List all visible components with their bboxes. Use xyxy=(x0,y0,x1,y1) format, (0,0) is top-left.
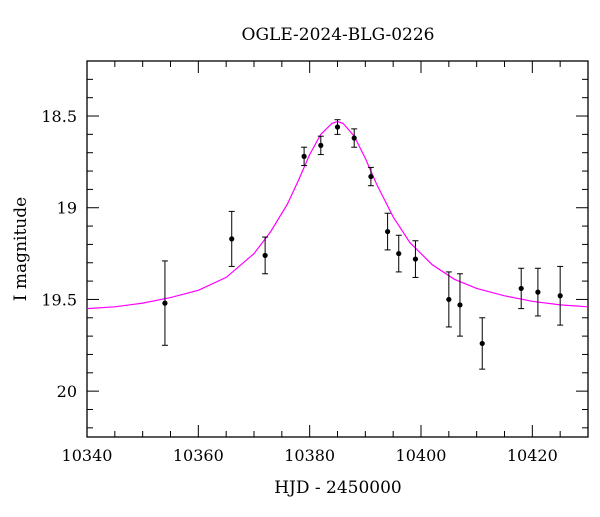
data-point xyxy=(412,240,419,278)
data-marker xyxy=(396,250,402,257)
x-tick-label: 10420 xyxy=(507,446,558,465)
data-marker xyxy=(301,153,307,159)
data-marker xyxy=(479,340,485,347)
data-point xyxy=(456,273,463,337)
data-point xyxy=(534,267,541,317)
y-axis-label: I magnitude xyxy=(11,197,31,301)
data-marker xyxy=(318,142,324,148)
data-point xyxy=(161,260,168,346)
data-marker xyxy=(351,135,357,141)
data-marker xyxy=(457,302,463,308)
data-point xyxy=(395,234,402,273)
data-marker xyxy=(162,300,168,306)
model-curve xyxy=(86,120,589,310)
data-point xyxy=(317,135,324,156)
y-tick-label: 19.5 xyxy=(41,290,77,309)
data-point xyxy=(518,267,525,310)
data-point xyxy=(301,146,308,167)
data-marker xyxy=(368,173,374,180)
data-marker xyxy=(518,285,524,292)
x-tick-label: 10340 xyxy=(62,446,113,465)
axis-ticks xyxy=(86,60,589,437)
data-marker xyxy=(557,293,563,299)
y-tick-label: 18.5 xyxy=(41,107,77,126)
data-point xyxy=(479,317,486,370)
data-marker xyxy=(385,228,391,235)
y-tick-label: 19 xyxy=(57,199,77,218)
data-point xyxy=(228,210,235,267)
data-point xyxy=(557,265,564,326)
data-point xyxy=(445,271,452,328)
data-point xyxy=(351,128,358,148)
data-marker xyxy=(412,256,419,262)
x-tick-labels: 10340 10360 10380 10400 10420 xyxy=(62,446,558,465)
plot-frame xyxy=(86,60,589,438)
data-marker xyxy=(229,236,235,242)
data-marker xyxy=(334,124,341,130)
data-point xyxy=(384,212,391,251)
data-points xyxy=(161,119,564,370)
x-tick-label: 10380 xyxy=(284,446,335,465)
y-tick-label: 20 xyxy=(57,382,77,401)
data-marker xyxy=(262,252,268,259)
data-point xyxy=(334,119,341,135)
x-axis-label: HJD - 2450000 xyxy=(274,478,402,498)
y-tick-labels: 18.5 19 19.5 20 xyxy=(41,107,77,401)
data-marker xyxy=(446,296,452,303)
data-marker xyxy=(535,289,541,295)
chart-title: OGLE-2024-BLG-0226 xyxy=(242,25,435,45)
x-tick-label: 10400 xyxy=(396,446,447,465)
x-tick-label: 10360 xyxy=(173,446,224,465)
data-point xyxy=(262,236,269,275)
data-point xyxy=(367,166,374,187)
